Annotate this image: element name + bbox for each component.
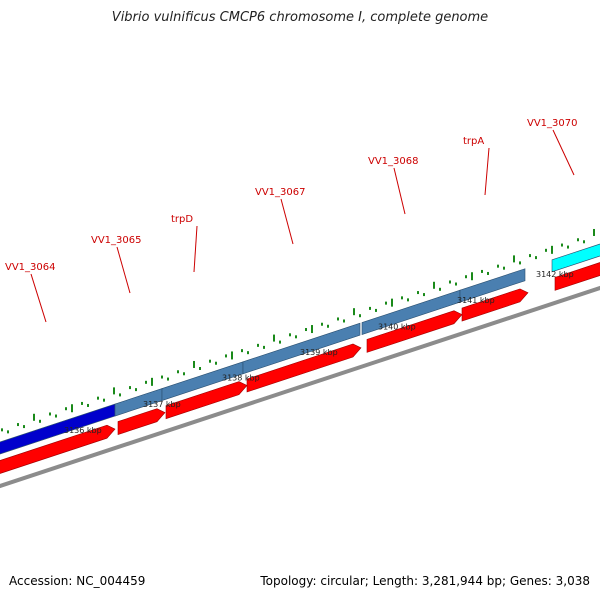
scale-label: 3137 kbp (143, 400, 181, 409)
leader-line-VV1_3068 (393, 167, 406, 215)
gene-band-VV1_3070 (551, 243, 600, 273)
leader-line-VV1_3070 (552, 129, 575, 176)
scale-label: 3136 kbp (64, 426, 102, 435)
gene-label-VV1_3067: VV1_3067 (255, 187, 306, 198)
leader-line-VV1_3067 (280, 198, 294, 245)
gene-band-trpA (459, 268, 526, 303)
genome-summary: Topology: circular; Length: 3,281,944 bp… (260, 574, 590, 588)
cds-arrow-2 (117, 408, 166, 435)
leader-line-VV1_3065 (116, 246, 131, 294)
cds-arrow-1 (0, 424, 116, 474)
gene-band-VV1_3067 (242, 322, 361, 375)
leader-line-trpA (484, 147, 490, 196)
cds-arrow-4 (246, 343, 362, 393)
cds-arrow-7 (554, 262, 600, 291)
leader-line-trpD (193, 225, 198, 273)
gene-label-VV1_3064: VV1_3064 (5, 262, 56, 273)
scale-label: 3140 kbp (378, 322, 416, 331)
accession-label: Accession: NC_004459 (9, 574, 146, 588)
leader-line-VV1_3064 (30, 273, 47, 323)
scale-label: 3141 kbp (457, 296, 495, 305)
backbone-line (0, 285, 600, 489)
gene-label-VV1_3065: VV1_3065 (91, 235, 142, 246)
gene-label-trpD: trpD (171, 214, 193, 225)
scale-label: 3138 kbp (222, 374, 260, 383)
cds-arrow-5 (366, 310, 463, 353)
gene-label-VV1_3070: VV1_3070 (527, 118, 578, 129)
genome-title: Vibrio vulnificus CMCP6 chromosome I, co… (111, 10, 489, 25)
scale-label: 3139 kbp (300, 348, 338, 357)
cds-arrow-6 (461, 288, 529, 322)
scale-label: 3142 kbp (536, 270, 574, 279)
gene-label-VV1_3068: VV1_3068 (368, 156, 419, 167)
cds-arrow-3 (165, 381, 248, 420)
gene-label-trpA: trpA (463, 136, 484, 147)
